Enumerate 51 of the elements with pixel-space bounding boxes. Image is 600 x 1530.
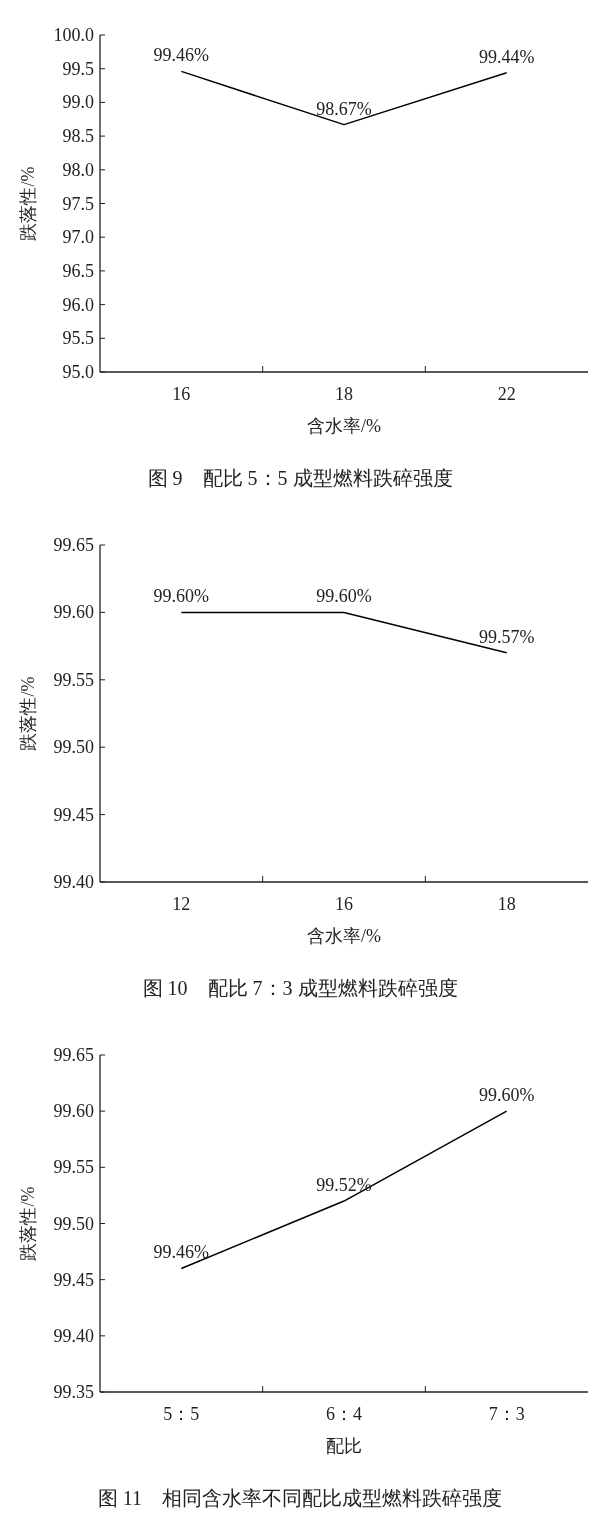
data-label: 99.46% <box>153 1242 210 1263</box>
y-tick-label: 95.0 <box>62 362 94 382</box>
x-tick-label: 16 <box>335 894 353 914</box>
y-tick-label: 99.60 <box>53 1101 94 1122</box>
y-tick-label: 99.65 <box>53 1045 94 1065</box>
x-tick-label: 18 <box>497 894 516 914</box>
y-axis-title: 跌落性/% <box>18 676 38 751</box>
text: 图 10 配比 7：3 成型燃料跌碎强度 <box>142 977 458 999</box>
x-axis-title: 配比 <box>326 1436 362 1456</box>
y-tick-label: 96.0 <box>62 294 94 315</box>
y-tick-label: 99.55 <box>53 669 94 690</box>
y-tick-label: 96.5 <box>62 260 94 281</box>
data-label: 99.60% <box>478 1085 535 1106</box>
x-axis-title: 含水率/% <box>307 416 381 436</box>
y-tick-label: 99.40 <box>53 872 94 892</box>
y-tick-label: 98.5 <box>62 126 94 147</box>
y-tick-label: 99.45 <box>53 1269 94 1290</box>
y-tick-label: 99.35 <box>53 1382 94 1402</box>
data-label: 99.57% <box>478 626 535 647</box>
data-label: 98.67% <box>316 98 372 119</box>
y-tick-label: 99.50 <box>53 737 94 758</box>
y-tick-label: 99.50 <box>53 1213 94 1234</box>
y-tick-label: 100.0 <box>53 25 94 45</box>
y-tick-label: 95.5 <box>62 328 94 349</box>
data-label: 99.46% <box>153 45 210 66</box>
y-tick-label: 99.45 <box>53 804 94 825</box>
y-tick-label: 99.5 <box>62 58 94 79</box>
x-tick-label: 18 <box>335 384 353 404</box>
x-tick-label: 5：5 <box>163 1404 200 1424</box>
data-label: 99.52% <box>316 1175 372 1196</box>
x-tick-label: 22 <box>497 384 516 404</box>
y-tick-label: 99.55 <box>53 1157 94 1178</box>
y-axis-title: 跌落性/% <box>18 1186 38 1261</box>
x-tick-label: 7：3 <box>488 1404 525 1424</box>
data-label: 99.60% <box>316 586 372 607</box>
text: 图 11 相同含水率不同配比成型燃料跌碎强度 <box>97 1487 503 1509</box>
y-axis-title: 跌落性/% <box>18 166 38 241</box>
text: 图 9 配比 5：5 成型燃料跌碎强度 <box>147 467 453 489</box>
y-tick-label: 98.0 <box>62 159 94 180</box>
x-tick-label: 12 <box>172 894 191 914</box>
y-tick-label: 97.5 <box>62 193 94 214</box>
y-tick-label: 99.40 <box>53 1325 94 1346</box>
x-tick-label: 6：4 <box>326 1404 362 1424</box>
x-tick-label: 16 <box>172 384 191 404</box>
data-label: 99.60% <box>153 586 210 607</box>
y-tick-label: 97.0 <box>62 227 94 248</box>
x-axis-title: 含水率/% <box>307 926 381 946</box>
data-label: 99.44% <box>478 46 535 67</box>
y-tick-label: 99.0 <box>62 92 94 113</box>
y-tick-label: 99.60 <box>53 602 94 623</box>
y-tick-label: 99.65 <box>53 535 94 555</box>
